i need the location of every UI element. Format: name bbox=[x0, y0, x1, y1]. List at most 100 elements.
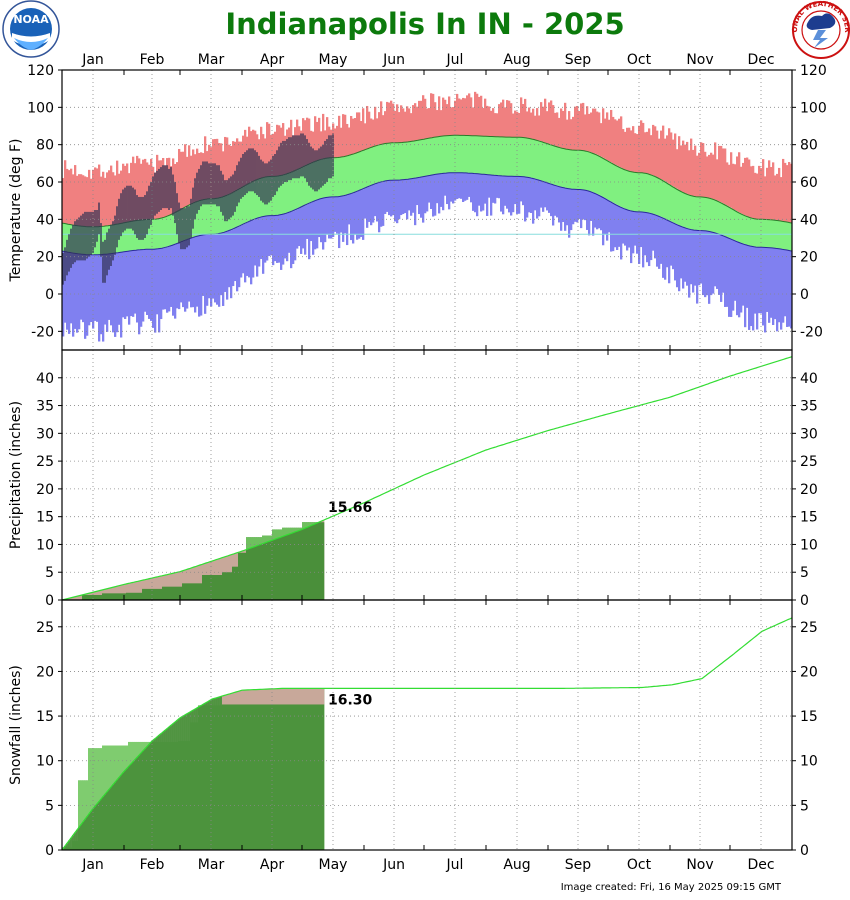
record-high-band-day bbox=[578, 111, 581, 151]
observed-precip-day bbox=[144, 588, 147, 600]
normal-snow-day bbox=[108, 789, 111, 850]
normal-band-day bbox=[614, 164, 617, 204]
normal-snow-day bbox=[194, 709, 197, 850]
observed-precip-day bbox=[228, 572, 231, 600]
y-tick-label-left: 60 bbox=[36, 175, 54, 191]
normal-band-day bbox=[508, 137, 511, 177]
normal-band-day bbox=[712, 199, 715, 233]
record-high-band-day bbox=[730, 152, 733, 208]
month-label-bottom: Apr bbox=[260, 857, 284, 873]
normal-band-day bbox=[534, 139, 537, 179]
record-low-band-day bbox=[90, 254, 93, 323]
normal-precip-day bbox=[78, 595, 81, 600]
record-high-band-day bbox=[346, 123, 349, 157]
deficit-snow-day bbox=[302, 688, 305, 705]
surplus-snow-day bbox=[148, 741, 151, 745]
record-low-band-day bbox=[500, 175, 503, 212]
y-tick-label-left: 0 bbox=[45, 843, 54, 859]
month-label-bottom: Jul bbox=[446, 857, 464, 873]
observed-precip-day bbox=[192, 583, 195, 600]
deficit-snow-day bbox=[228, 694, 231, 705]
record-high-band-day bbox=[622, 129, 625, 169]
record-high-band-day bbox=[336, 125, 339, 158]
record-low-band-day bbox=[256, 218, 259, 277]
surplus-precip-day bbox=[272, 529, 275, 540]
record-low-band-day bbox=[516, 176, 519, 214]
record-high-band-day bbox=[386, 101, 389, 144]
record-low-band-day bbox=[628, 210, 631, 248]
normal-band-day bbox=[500, 136, 503, 176]
record-low-band-day bbox=[724, 236, 727, 307]
normal-band-day bbox=[684, 193, 687, 228]
surplus-precip-day bbox=[274, 529, 277, 540]
record-low-band-day bbox=[306, 204, 309, 239]
record-low-band-day bbox=[612, 202, 615, 252]
record-low-band-day bbox=[660, 216, 663, 264]
record-high-band-day bbox=[690, 138, 693, 196]
normal-band-day bbox=[218, 198, 221, 234]
record-high-band-day bbox=[784, 162, 787, 222]
normal-snow-day bbox=[254, 689, 257, 850]
record-low-band-day bbox=[300, 207, 303, 254]
record-low-band-day bbox=[588, 190, 591, 236]
record-low-band-day bbox=[698, 230, 701, 286]
record-high-band-day bbox=[308, 118, 311, 165]
normal-snow-day bbox=[306, 688, 309, 850]
normal-precip-day bbox=[72, 597, 75, 600]
normal-band-day bbox=[408, 141, 411, 180]
deficit-snow-day bbox=[246, 689, 249, 705]
surplus-snow-day bbox=[130, 741, 133, 764]
record-high-band-day bbox=[356, 112, 359, 154]
record-high-band-day bbox=[456, 93, 459, 136]
record-low-band-day bbox=[370, 185, 373, 226]
record-low-band-day bbox=[386, 180, 389, 212]
record-high-band-day bbox=[398, 112, 401, 143]
deficit-snow-day bbox=[240, 690, 243, 705]
record-low-band-day bbox=[618, 205, 621, 247]
record-low-band-day bbox=[746, 244, 749, 308]
record-high-band-day bbox=[778, 167, 781, 221]
normal-snow-day bbox=[242, 690, 245, 850]
observed-precip-day bbox=[128, 592, 131, 600]
observed-precip-day bbox=[130, 592, 133, 600]
record-low-band-day bbox=[538, 179, 541, 217]
observed-precip-day bbox=[216, 575, 219, 600]
normal-precip-day bbox=[116, 586, 119, 600]
normal-band-day bbox=[236, 190, 239, 228]
record-high-band-day bbox=[746, 157, 749, 217]
record-high-band-day bbox=[226, 137, 229, 196]
record-low-band-day bbox=[198, 235, 201, 317]
normal-band-day bbox=[622, 168, 625, 208]
record-high-band-day bbox=[680, 145, 683, 192]
normal-band-day bbox=[594, 153, 597, 194]
record-low-band-day bbox=[650, 213, 653, 261]
observed-precip-day bbox=[108, 593, 111, 600]
record-high-band-day bbox=[630, 130, 633, 172]
record-low-band-day bbox=[160, 248, 163, 320]
snowfall-panel-plot-area bbox=[62, 617, 792, 850]
record-low-band-day bbox=[482, 174, 485, 211]
normal-high-line bbox=[62, 134, 792, 228]
normal-band-day bbox=[254, 180, 257, 220]
y-tick-label-left: 5 bbox=[45, 565, 54, 581]
normal-band-day bbox=[386, 143, 389, 181]
normal-band-day bbox=[518, 137, 521, 177]
normal-snow-day bbox=[244, 690, 247, 850]
record-high-band-day bbox=[696, 155, 699, 197]
normal-snow-day bbox=[220, 696, 223, 850]
record-high-band-day bbox=[88, 169, 91, 227]
record-high-band-day bbox=[626, 127, 629, 171]
normal-snow-day bbox=[202, 704, 205, 850]
deficit-snow-day bbox=[278, 688, 281, 705]
y-tick-label-left: 40 bbox=[36, 371, 54, 387]
normal-band-day bbox=[662, 180, 665, 218]
normal-band-day bbox=[132, 221, 135, 251]
record-high-band-day bbox=[424, 98, 427, 140]
record-low-band-day bbox=[404, 179, 407, 214]
record-low-band-day bbox=[98, 254, 101, 342]
normal-band-day bbox=[690, 195, 693, 230]
observed-precip-day bbox=[298, 527, 301, 600]
observed-precip-day bbox=[164, 586, 167, 600]
record-low-band-day bbox=[268, 215, 271, 257]
record-low-band-day bbox=[434, 174, 437, 216]
